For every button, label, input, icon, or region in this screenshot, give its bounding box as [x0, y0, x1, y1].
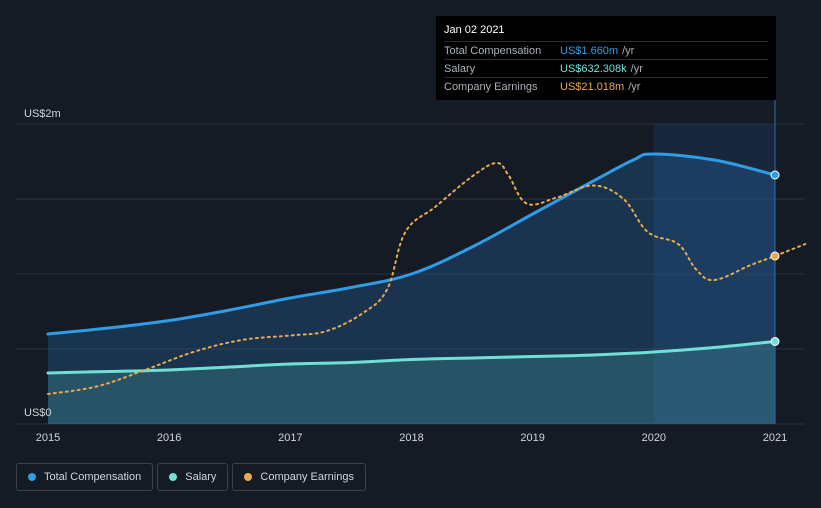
dot-icon [28, 473, 36, 481]
hover-markers [770, 170, 780, 346]
tooltip-unit: /yr [628, 80, 641, 93]
legend-label: Company Earnings [260, 471, 354, 483]
legend-item-salary[interactable]: Salary [157, 463, 229, 491]
tooltip-date: Jan 02 2021 [444, 24, 505, 36]
tooltip-label: Total Compensation [444, 44, 542, 57]
tooltip-label: Salary [444, 62, 476, 75]
series-lines [46, 152, 807, 395]
x-tick-label: 2020 [642, 432, 666, 444]
dot-icon [244, 473, 253, 481]
legend-label: Total Compensation [44, 471, 142, 483]
salary-area [48, 341, 775, 424]
total-compensation-line [46, 152, 777, 336]
highlight-region [653, 124, 775, 424]
series-areas [48, 154, 775, 424]
y-axis-top-label: US$2m [24, 108, 61, 120]
tooltip-row-total-compensation: Total Compensation US$1.660m /yr [444, 41, 768, 59]
legend-item-company-earnings[interactable]: Company Earnings [232, 463, 366, 491]
salary-marker [770, 337, 780, 346]
tooltip-row-company-earnings: Company Earnings US$21.018m /yr [444, 77, 768, 95]
tooltip-value: US$21.018m [560, 80, 625, 93]
legend-item-total-compensation[interactable]: Total Compensation [16, 463, 154, 491]
tooltip-unit: /yr [622, 44, 635, 57]
tooltip-row-salary: Salary US$632.308k /yr [444, 59, 768, 77]
x-tick-label: 2018 [399, 432, 423, 444]
salary-line [46, 340, 777, 375]
legend-label: Salary [185, 471, 217, 483]
company-earnings-line [47, 162, 807, 395]
x-tick-label: 2016 [157, 432, 181, 444]
tooltip-value: US$1.660m [560, 44, 619, 57]
dot-icon [169, 473, 178, 481]
tooltip-value: US$632.308k [560, 62, 627, 75]
tooltip-unit: /yr [630, 62, 643, 75]
company-earnings-marker [770, 251, 780, 261]
x-tick-label: 2021 [763, 432, 787, 444]
total-compensation-marker [770, 170, 780, 180]
x-tick-label: 2019 [520, 432, 544, 444]
hover-tooltip: Jan 02 2021 Total Compensation US$1.660m… [436, 16, 776, 100]
legend: Total Compensation Salary Company Earnin… [16, 463, 366, 491]
tooltip-label: Company Earnings [444, 80, 538, 93]
x-axis-tick-labels: 2015 2016 2017 2018 2019 2020 2021 [36, 432, 787, 444]
y-axis-bottom-label: US$0 [24, 407, 52, 419]
x-tick-label: 2015 [36, 432, 60, 444]
x-tick-label: 2017 [278, 432, 302, 444]
